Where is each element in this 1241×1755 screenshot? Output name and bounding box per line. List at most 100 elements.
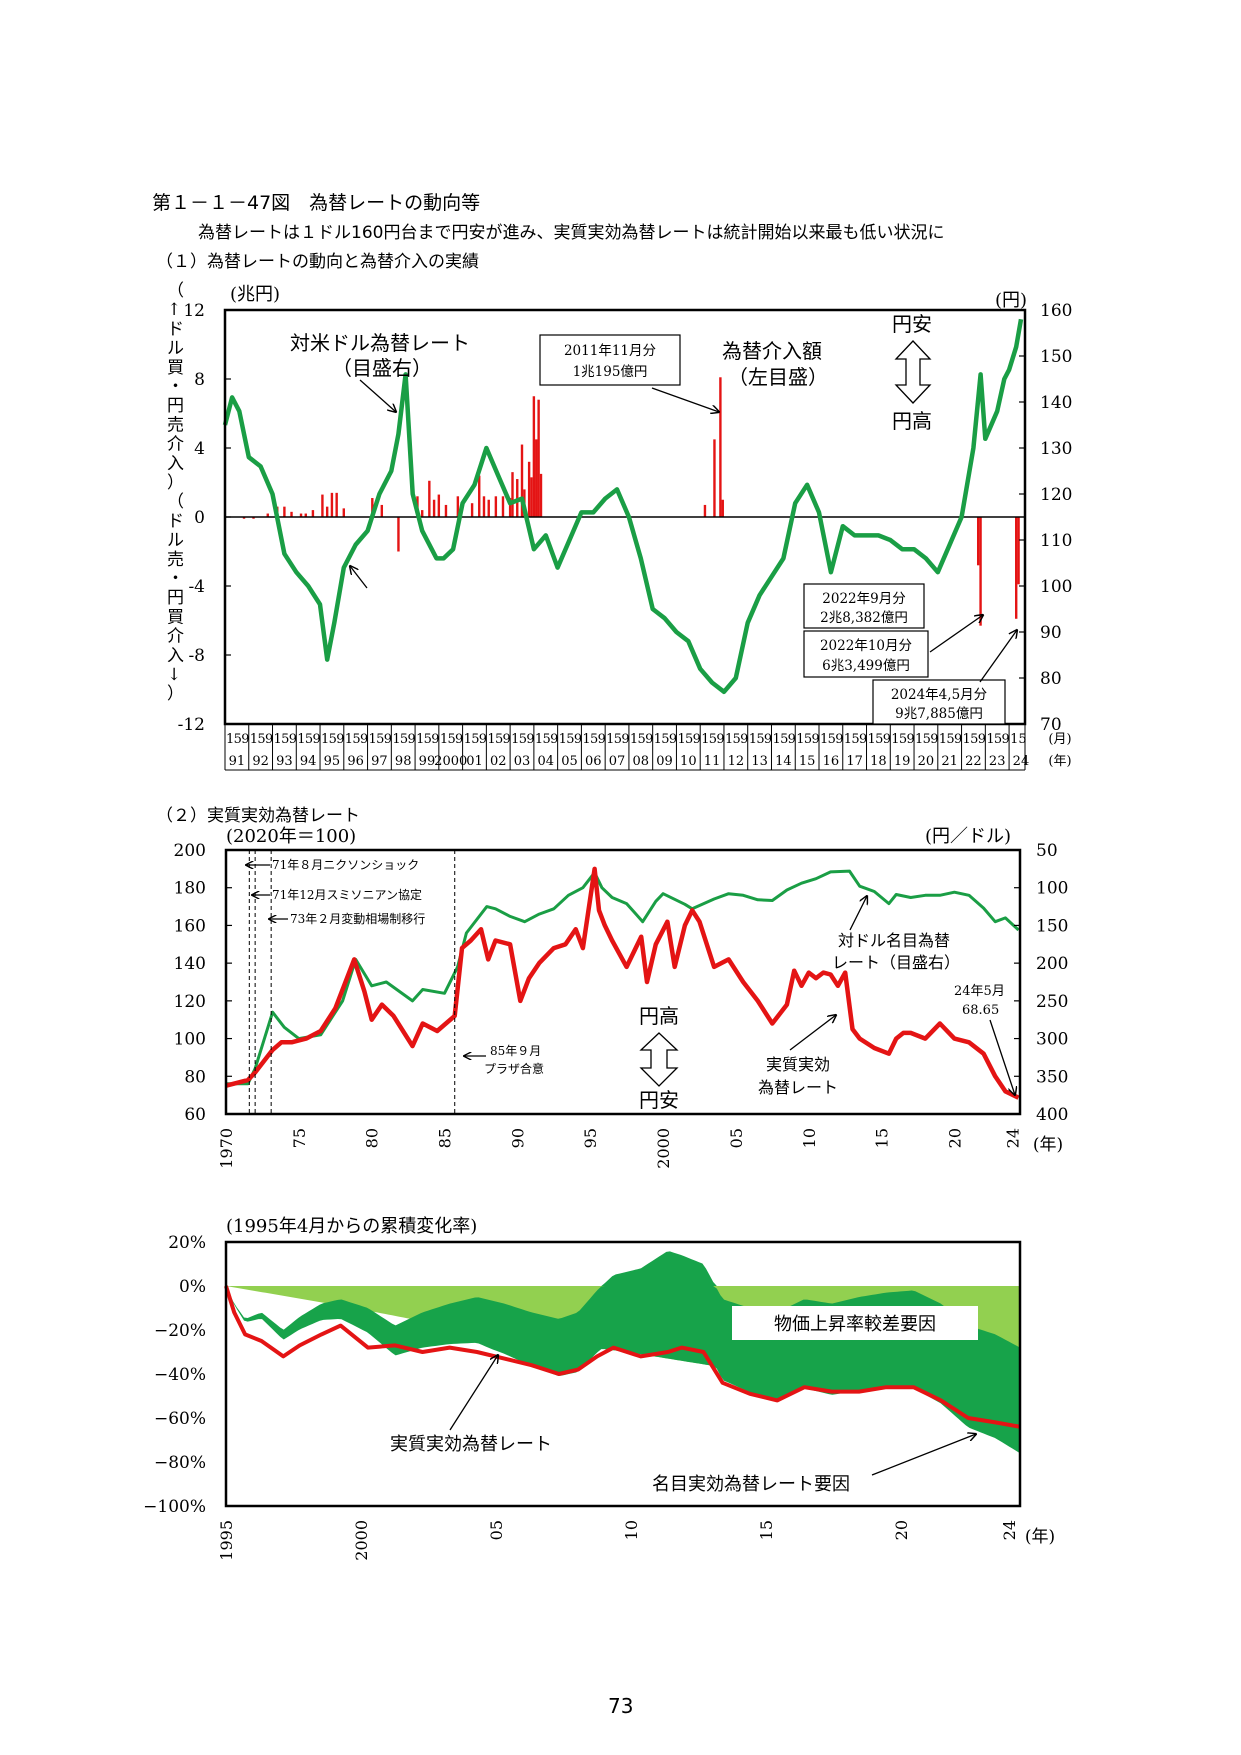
last-value-arrow xyxy=(989,1019,1015,1095)
x-tick: 15 xyxy=(873,1128,892,1148)
section1-title: （１）為替レートの動向と為替介入の実績 xyxy=(156,252,479,272)
year-tick: 19 xyxy=(894,754,911,769)
intervention-bar xyxy=(537,399,540,517)
intervention-bar xyxy=(979,517,982,626)
nominal-factor-label: 名目実効為替レート要因 xyxy=(652,1474,850,1495)
figure-title: 第１－１－47図 為替レートの動向等 xyxy=(152,192,481,214)
box-2011-arrow xyxy=(651,387,719,412)
month-tick: 9 xyxy=(740,732,748,747)
month-tick: 9 xyxy=(336,732,344,747)
intervention-bar xyxy=(713,439,716,517)
month-tick: 9 xyxy=(289,732,297,747)
smithsonian-label: 71年12月スミソニアン協定 xyxy=(272,887,422,902)
month-tick: 9 xyxy=(906,732,914,747)
month-tick: 5 xyxy=(447,732,455,747)
intervention-bar xyxy=(380,504,384,517)
y-tick-right: 140 xyxy=(1040,393,1072,413)
y-unit-right: (円) xyxy=(995,290,1027,311)
y-tick-left: 80 xyxy=(184,1067,206,1087)
month-tick: 1 xyxy=(297,732,305,747)
y-tick-right: 250 xyxy=(1036,992,1068,1012)
y-tick-left: 100 xyxy=(174,1030,206,1050)
intervention-bar xyxy=(719,377,722,517)
year-tick: 04 xyxy=(537,754,554,769)
yen-weak-label: 円安 xyxy=(639,1088,679,1112)
box-2022-10 xyxy=(803,630,929,678)
intervention-bar xyxy=(721,499,724,517)
month-tick: 5 xyxy=(828,732,836,747)
y-axis-left: 12 8 4 0 -4 -8 -12 xyxy=(178,301,231,735)
month-tick: 9 xyxy=(360,732,368,747)
year-tick: 07 xyxy=(609,754,626,769)
year-tick: 97 xyxy=(371,754,388,769)
month-tick: 1 xyxy=(915,732,923,747)
year-tick: 21 xyxy=(941,754,958,769)
rate-arrow-2 xyxy=(350,566,368,589)
y-tick-right: 130 xyxy=(1040,439,1072,459)
month-tick: 5 xyxy=(851,732,859,747)
y-tick-left: 60 xyxy=(184,1105,206,1125)
x-tick: 10 xyxy=(800,1128,819,1148)
y-tick-right: 70 xyxy=(1040,715,1062,735)
page-number: 73 xyxy=(608,1694,634,1718)
y-tick-left: 12 xyxy=(183,301,205,321)
month-tick: 1 xyxy=(274,732,282,747)
yen-weak-label: 円安 xyxy=(892,312,932,336)
y-unit-right: (円／ドル) xyxy=(925,826,1011,847)
plaza-label-line2: プラザ合意 xyxy=(484,1061,544,1076)
y-tick: −40% xyxy=(154,1365,206,1385)
month-tick: 5 xyxy=(519,732,527,747)
nominal-rate-line xyxy=(226,869,1020,1086)
x-tick: 95 xyxy=(581,1128,600,1148)
y-tick-left: 140 xyxy=(174,954,206,974)
y-tick-right: 160 xyxy=(1040,301,1072,321)
month-tick: 5 xyxy=(685,732,693,747)
box-2022-10-line2: 6兆3,499億円 xyxy=(822,658,910,674)
x-tick: 90 xyxy=(508,1128,527,1148)
y-tick: −60% xyxy=(154,1409,206,1429)
chart3-title: (1995年4月からの累積変化率) xyxy=(226,1216,477,1237)
month-tick: 9 xyxy=(954,732,962,747)
yen-direction-arrow xyxy=(639,1032,679,1087)
box-2024 xyxy=(872,679,1006,725)
month-tick: 5 xyxy=(638,732,646,747)
y-tick-right: 300 xyxy=(1036,1030,1068,1050)
month-tick: 9 xyxy=(526,732,534,747)
month-tick: 1 xyxy=(868,732,876,747)
year-tick: 93 xyxy=(276,754,293,769)
x-tick: 1995 xyxy=(217,1520,236,1561)
nominal-label-arrow xyxy=(871,1434,976,1476)
month-tick: 5 xyxy=(329,732,337,747)
intervention-bar xyxy=(527,461,531,517)
x-tick: 24 xyxy=(1000,1520,1019,1540)
y-axis-left: 200 180 160 140 120 100 80 60 xyxy=(174,841,232,1125)
year-tick: 98 xyxy=(395,754,412,769)
x-tick: 2000 xyxy=(654,1128,673,1169)
plot-frame xyxy=(224,848,1022,1116)
year-tick: 15 xyxy=(799,754,816,769)
box-2022-10-arrow xyxy=(929,615,983,653)
y-tick-right: 100 xyxy=(1040,577,1072,597)
yen-direction-arrow xyxy=(894,340,932,404)
intervention-bar xyxy=(508,498,512,517)
y-label-char: ↓ xyxy=(167,665,181,685)
real-label-arrow xyxy=(789,1015,836,1051)
month-tick: 5 xyxy=(424,732,432,747)
y-axis-label-vertical: （↑ドル買・円売介入）（ドル売・円買介入↓） xyxy=(167,281,184,704)
y-tick: −100% xyxy=(143,1497,206,1517)
month-tick: 9 xyxy=(693,732,701,747)
month-tick: 5 xyxy=(994,732,1002,747)
month-tick: 1 xyxy=(559,732,567,747)
x-tick: 15 xyxy=(757,1520,776,1540)
month-tick: 1 xyxy=(891,732,899,747)
x-unit: (年) xyxy=(1025,1527,1055,1547)
year-tick: 20 xyxy=(918,754,935,769)
intervention-bar xyxy=(299,513,303,517)
month-tick: 9 xyxy=(550,732,558,747)
x-unit-year: (年) xyxy=(1048,754,1071,769)
year-tick: 91 xyxy=(229,754,246,769)
y-tick-right: 50 xyxy=(1036,841,1058,861)
box-2024-line2: 9兆7,885億円 xyxy=(895,706,983,722)
intervention-bar xyxy=(242,517,246,519)
